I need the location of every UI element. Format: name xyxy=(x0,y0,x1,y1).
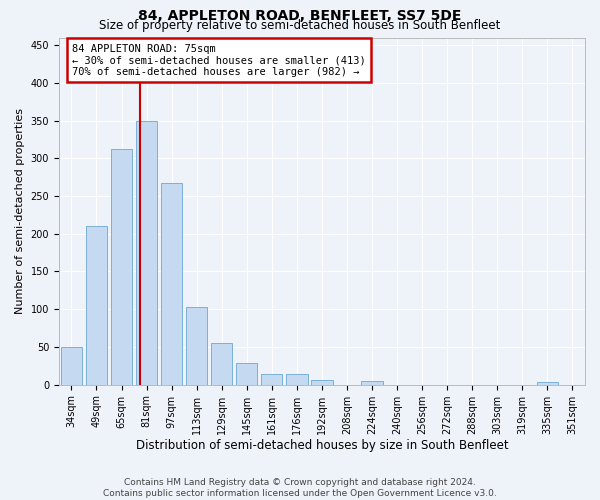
Bar xyxy=(111,149,132,384)
Text: 84, APPLETON ROAD, BENFLEET, SS7 5DE: 84, APPLETON ROAD, BENFLEET, SS7 5DE xyxy=(139,9,461,23)
X-axis label: Distribution of semi-detached houses by size in South Benfleet: Distribution of semi-detached houses by … xyxy=(136,440,508,452)
Bar xyxy=(86,226,107,384)
Text: Contains HM Land Registry data © Crown copyright and database right 2024.
Contai: Contains HM Land Registry data © Crown c… xyxy=(103,478,497,498)
Bar xyxy=(61,347,82,385)
Y-axis label: Number of semi-detached properties: Number of semi-detached properties xyxy=(15,108,25,314)
Bar xyxy=(136,120,157,384)
Bar xyxy=(311,380,332,384)
Bar xyxy=(211,343,232,384)
Text: Size of property relative to semi-detached houses in South Benfleet: Size of property relative to semi-detach… xyxy=(100,18,500,32)
Bar xyxy=(537,382,558,384)
Bar xyxy=(286,374,308,384)
Bar xyxy=(361,381,383,384)
Text: 84 APPLETON ROAD: 75sqm
← 30% of semi-detached houses are smaller (413)
70% of s: 84 APPLETON ROAD: 75sqm ← 30% of semi-de… xyxy=(72,44,365,76)
Bar xyxy=(236,363,257,384)
Bar xyxy=(261,374,283,384)
Bar xyxy=(161,183,182,384)
Bar xyxy=(186,307,208,384)
